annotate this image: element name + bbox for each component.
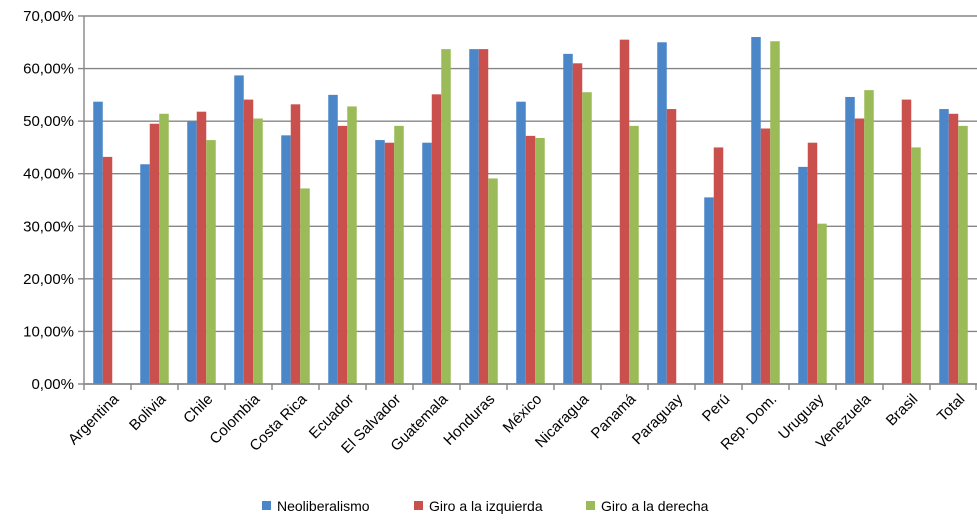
bar-1 (328, 94, 338, 384)
bar-2 (525, 135, 536, 384)
category-label: México (500, 391, 546, 437)
category-label: Honduras (440, 391, 498, 449)
y-tick-label: 40,00% (23, 166, 74, 183)
legend-label: Neoliberalismo (277, 498, 370, 514)
bar-2 (666, 109, 677, 385)
bar-3 (864, 90, 874, 384)
bar-3 (770, 41, 780, 385)
bar-2 (619, 39, 630, 385)
bar-2 (854, 118, 865, 384)
bar-2 (243, 99, 254, 385)
bar-2 (102, 156, 113, 384)
legend-swatch (414, 501, 423, 510)
bar-3 (817, 223, 827, 384)
bar-2 (572, 63, 583, 385)
category-label: Chile (180, 391, 216, 427)
bar-2 (384, 142, 395, 384)
category-label: Brasil (883, 391, 922, 430)
bar-3 (441, 49, 451, 385)
bar-3 (582, 92, 592, 384)
bar-2 (948, 113, 959, 384)
bar-2 (713, 147, 724, 384)
category-label: Argentina (65, 390, 123, 448)
category-label: Total (934, 391, 968, 425)
bar-3 (488, 178, 498, 384)
bar-3 (911, 147, 921, 384)
bar-1 (422, 142, 432, 384)
y-tick-label: 50,00% (23, 113, 74, 130)
category-label: Perú (699, 391, 733, 425)
bar-3 (253, 118, 263, 384)
y-tick-label: 0,00% (31, 376, 74, 393)
bar-2 (478, 49, 489, 385)
bar-3 (300, 188, 310, 384)
bar-1 (845, 96, 855, 385)
bar-1 (657, 42, 667, 385)
legend: Neoliberalismo Giro a la izquierda Giro a … (262, 498, 709, 514)
bar-1 (704, 197, 714, 384)
bar-2 (901, 99, 912, 385)
bar-1 (375, 140, 385, 384)
bar-1 (281, 135, 291, 384)
bars-layer (93, 37, 968, 385)
bar-1 (516, 101, 526, 384)
bar-1 (187, 121, 197, 385)
y-tick-label: 20,00% (23, 271, 74, 288)
legend-swatch (262, 501, 271, 510)
legend-label: Giro a la derecha (601, 498, 709, 514)
bar-2 (807, 142, 818, 384)
bar-3 (629, 125, 639, 385)
category-label: Bolivia (126, 390, 170, 434)
bar-1 (563, 53, 573, 384)
bar-1 (140, 164, 150, 384)
bar-3 (535, 137, 545, 384)
y-tick-label: 10,00% (23, 323, 74, 340)
bar-1 (798, 166, 808, 384)
category-label: Paraguay (629, 390, 687, 448)
bar-1 (939, 109, 949, 385)
bar-3 (159, 113, 169, 384)
bar-2 (149, 123, 160, 385)
y-tick-label: 60,00% (23, 61, 74, 78)
bar-3 (958, 125, 968, 385)
bar-2 (760, 128, 771, 384)
bar-1 (234, 75, 244, 385)
bar-3 (394, 125, 404, 385)
y-tick-label: 30,00% (23, 218, 74, 235)
bar-2 (196, 111, 207, 385)
y-tick-label: 70,00% (23, 8, 74, 25)
bar-2 (290, 104, 301, 384)
bar-1 (469, 49, 479, 385)
bar-2 (337, 125, 348, 385)
bar-2 (431, 94, 442, 385)
bar-3 (347, 106, 357, 385)
bar-3 (206, 140, 216, 384)
legend-swatch (586, 501, 595, 510)
legend-label: Giro a la izquierda (429, 498, 543, 514)
bar-1 (93, 101, 103, 384)
bar-1 (751, 37, 761, 385)
